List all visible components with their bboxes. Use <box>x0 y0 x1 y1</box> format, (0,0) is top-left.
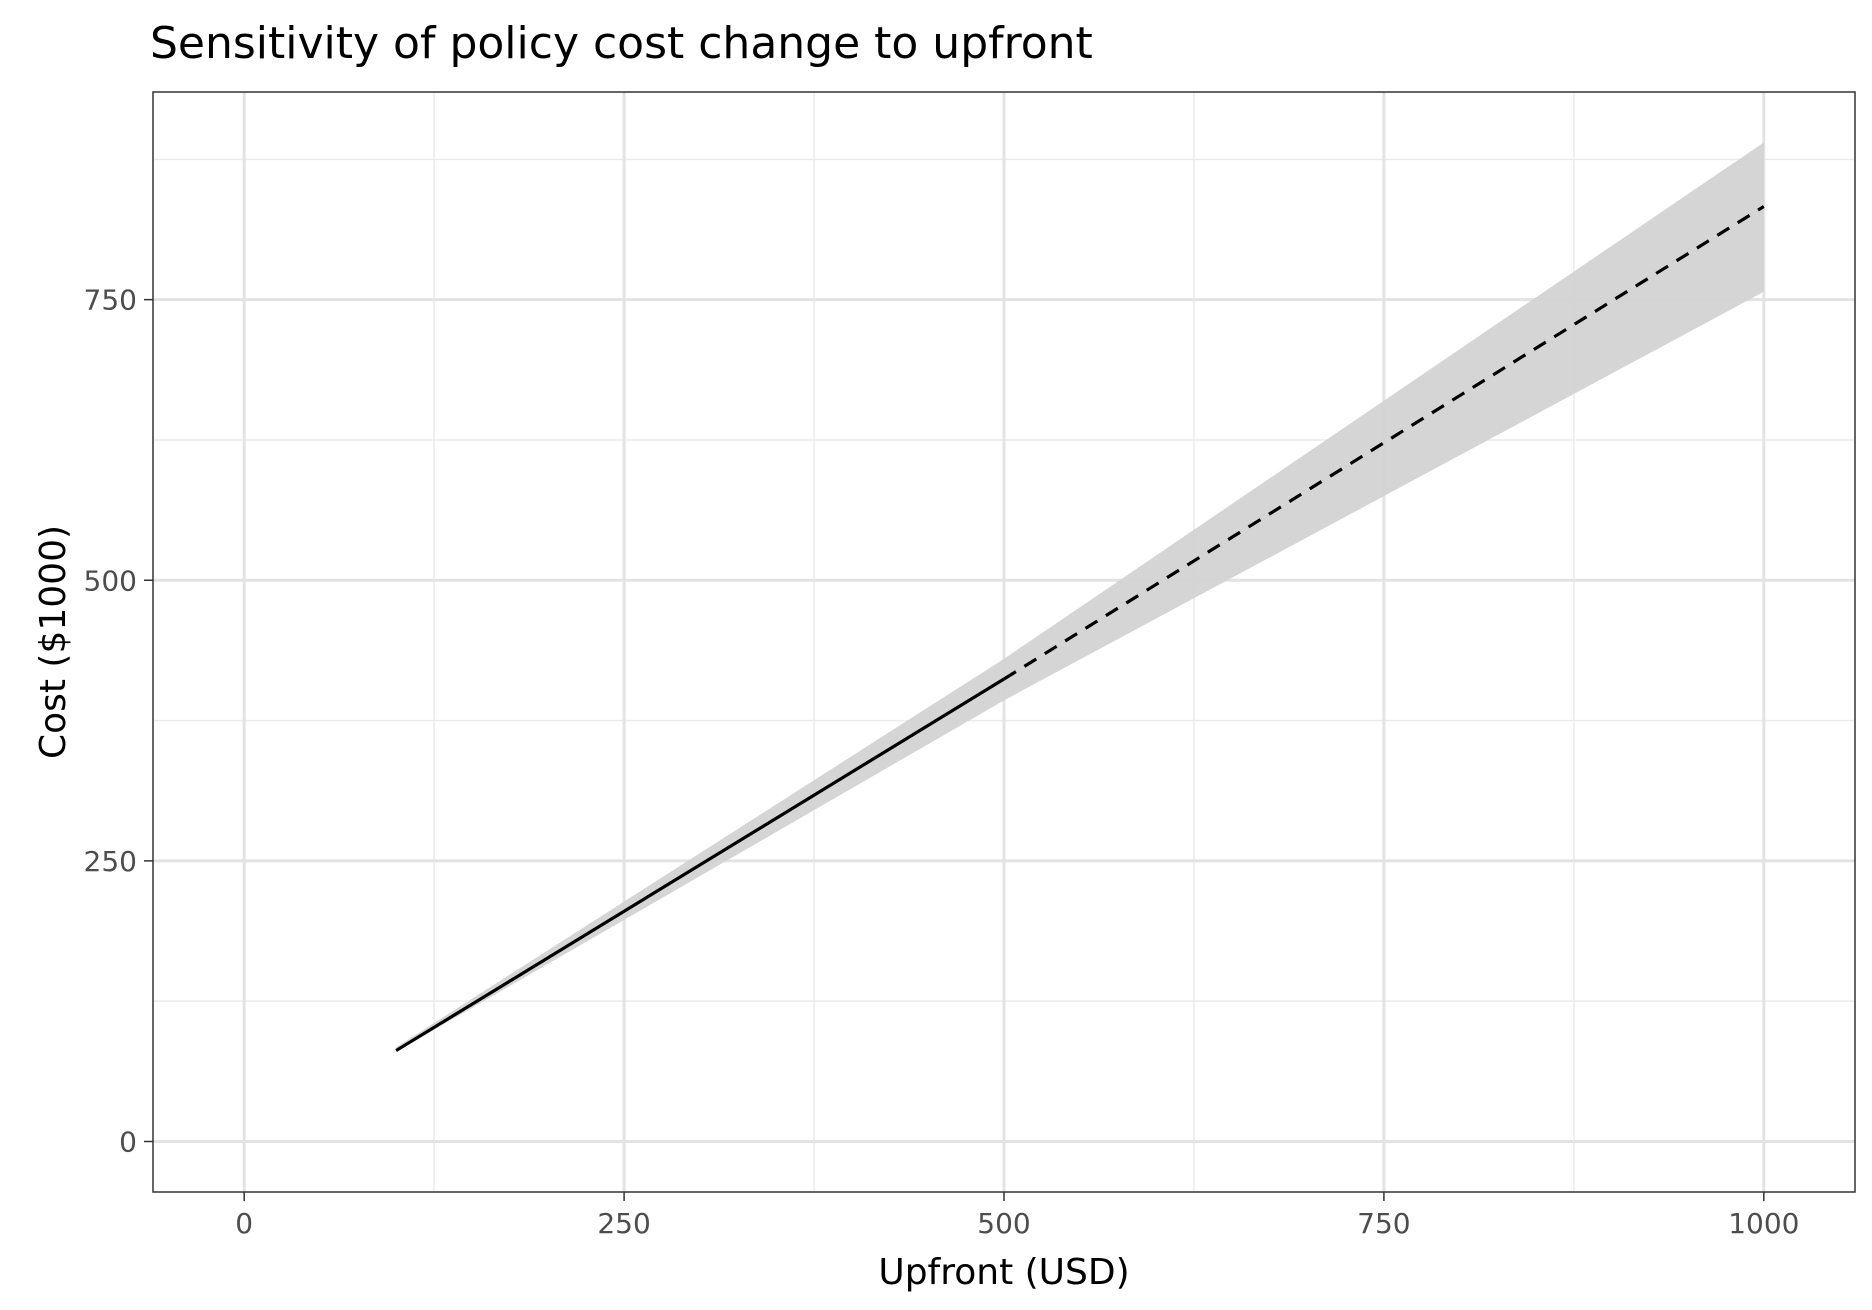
y-tick-label-1: 250 <box>84 845 137 878</box>
x-axis-title: Upfront (USD) <box>878 1252 1129 1293</box>
major-gridlines <box>153 92 1855 1192</box>
chart-title: Sensitivity of policy cost change to upf… <box>150 18 1093 69</box>
y-tick-label-3: 750 <box>84 284 137 317</box>
series-layer <box>395 205 1765 1052</box>
series-line-dashed <box>1003 205 1765 681</box>
confidence-ribbon <box>396 142 1764 1052</box>
x-tick-label-3: 750 <box>1357 1207 1410 1240</box>
x-axis: 0 250 500 750 1000 <box>235 1192 1799 1240</box>
x-tick-label-2: 500 <box>977 1207 1030 1240</box>
x-tick-label-0: 0 <box>235 1207 253 1240</box>
y-tick-label-2: 500 <box>84 564 137 597</box>
y-axis-title: Cost ($1000) <box>33 525 74 759</box>
ribbon-layer <box>396 142 1764 1052</box>
x-tick-label-4: 1000 <box>1728 1207 1799 1240</box>
y-axis: 0 250 500 750 <box>84 284 153 1158</box>
y-tick-label-0: 0 <box>119 1125 137 1158</box>
x-tick-label-1: 250 <box>597 1207 650 1240</box>
series-line-solid <box>395 677 1005 1052</box>
